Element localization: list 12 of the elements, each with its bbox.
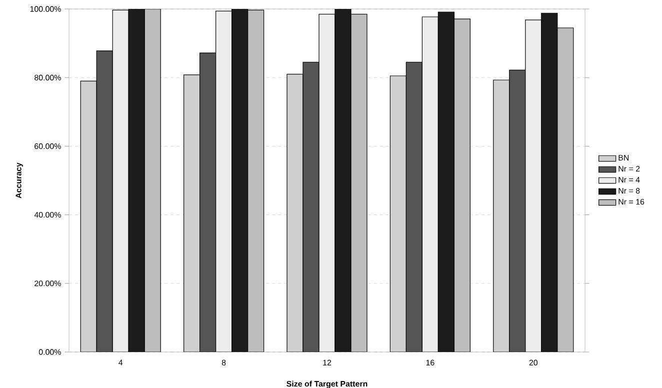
bar (200, 52, 216, 352)
bar (80, 80, 97, 352)
bar (525, 20, 542, 352)
bar (96, 50, 113, 352)
bar (406, 62, 422, 352)
bar (318, 14, 336, 352)
bar (216, 10, 232, 352)
bar (422, 16, 438, 352)
bar (493, 80, 510, 352)
bar (509, 70, 526, 352)
bar (112, 10, 129, 352)
bar (302, 62, 320, 352)
